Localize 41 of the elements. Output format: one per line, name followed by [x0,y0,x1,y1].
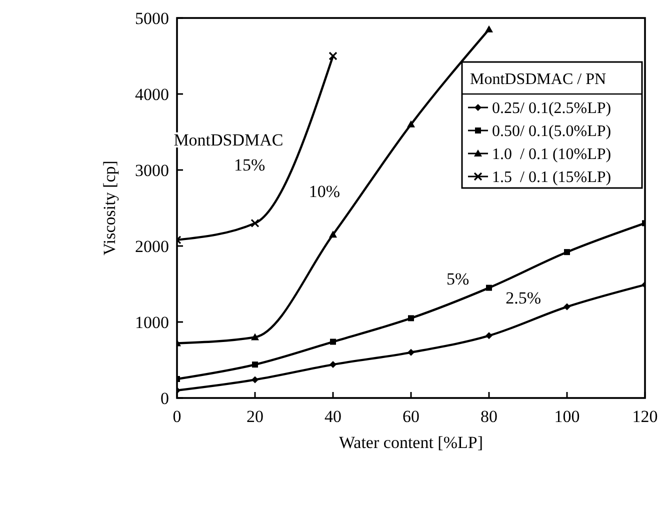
y-tick-label: 0 [160,388,169,408]
y-tick-label: 1000 [135,312,169,332]
x-tick-label: 20 [246,407,264,426]
point [407,120,415,128]
y-axis-title: Viscosity [cp] [100,160,119,256]
legend-label: 0.25/ 0.1(2.5%LP) [492,100,612,118]
line-series [177,220,645,382]
point [408,315,414,322]
x-tick-label: 100 [554,407,580,426]
x-axis-title: Water content [%LP] [338,433,484,452]
y-tick-label: 2000 [135,236,169,256]
point [252,362,258,368]
point [252,376,258,384]
annotation: 5% [446,269,470,288]
legend-label: 1.0 / 0.1 (10%LP) [492,146,612,164]
y-tick-label: 5000 [135,8,169,28]
x-tick-label: 60 [402,407,420,426]
point [330,338,336,345]
point [485,25,493,32]
point [329,230,337,238]
y-tick-label: 4000 [135,84,169,104]
point [250,218,260,228]
point [251,333,259,340]
legend-label: 1.5 / 0.1 (15%LP) [492,169,612,186]
legend-title: MontDSDMAC / PN [470,71,606,88]
x-tick-label: 40 [324,407,342,426]
legend-label: 0.50/ 0.1(5.0%LP) [492,123,612,140]
x-tick-label: 120 [632,407,658,426]
x-tick-label: 80 [480,407,498,426]
annotation: 15% [234,155,266,174]
x-tick-label: 0 [172,407,182,426]
point [564,249,570,256]
annotation: 10% [308,182,340,201]
point [330,361,336,368]
y-tick-label: 3000 [135,160,169,180]
point [328,52,338,60]
point [486,284,492,291]
point [564,303,570,310]
point [408,348,414,356]
point [486,332,492,340]
annotation: 2.5% [506,288,542,308]
